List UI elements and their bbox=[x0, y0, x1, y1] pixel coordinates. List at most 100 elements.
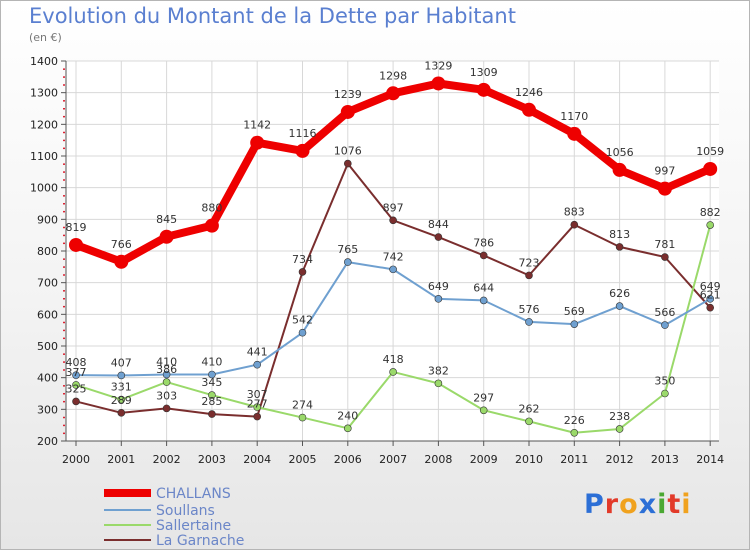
data-point bbox=[567, 126, 582, 141]
proxiti-logo: Proxiti bbox=[584, 489, 692, 520]
data-label: 621 bbox=[700, 289, 721, 302]
y-minor-tick bbox=[63, 298, 65, 300]
data-label: 350 bbox=[654, 375, 675, 388]
y-minor-tick bbox=[63, 369, 65, 371]
data-point bbox=[162, 404, 171, 413]
x-tick-label: 2006 bbox=[334, 453, 362, 466]
data-label: 345 bbox=[201, 376, 222, 389]
y-minor-tick bbox=[63, 353, 65, 355]
data-label: 410 bbox=[156, 356, 177, 369]
data-point bbox=[298, 328, 307, 337]
data-label: 297 bbox=[473, 391, 494, 404]
data-label: 274 bbox=[292, 399, 313, 412]
y-minor-tick bbox=[63, 242, 65, 245]
data-point bbox=[204, 218, 219, 233]
y-minor-tick bbox=[63, 266, 65, 268]
data-point bbox=[340, 104, 355, 119]
data-point bbox=[570, 220, 579, 229]
y-minor-tick bbox=[63, 432, 65, 435]
data-point bbox=[69, 237, 83, 252]
data-point bbox=[253, 412, 262, 421]
data-label: 786 bbox=[473, 236, 494, 249]
data-label: 576 bbox=[519, 303, 540, 316]
data-point bbox=[250, 135, 265, 150]
data-point bbox=[706, 295, 715, 303]
x-tick-label: 2005 bbox=[289, 453, 317, 466]
legend-label: CHALLANS bbox=[156, 486, 231, 502]
x-tick-label: 2002 bbox=[153, 453, 181, 466]
y-minor-tick bbox=[63, 171, 65, 173]
data-label: 382 bbox=[428, 364, 449, 377]
y-minor-tick bbox=[63, 305, 65, 308]
data-point bbox=[703, 161, 718, 176]
x-tick-label: 2011 bbox=[560, 453, 588, 466]
data-point bbox=[615, 243, 624, 251]
y-minor-tick bbox=[63, 84, 65, 86]
data-label: 226 bbox=[564, 414, 585, 427]
data-point bbox=[343, 258, 352, 266]
data-label: 1116 bbox=[289, 127, 317, 140]
y-minor-tick bbox=[63, 321, 65, 324]
logo-letter: t bbox=[667, 489, 682, 520]
logo-letter: i bbox=[681, 489, 692, 520]
data-label: 289 bbox=[111, 394, 132, 407]
y-tick-label: 1300 bbox=[30, 87, 58, 100]
chart-title: Evolution du Montant de la Dette par Hab… bbox=[29, 4, 516, 28]
x-tick-label: 2003 bbox=[198, 453, 226, 466]
data-label: 844 bbox=[428, 218, 449, 231]
data-point bbox=[612, 162, 627, 177]
data-label: 410 bbox=[201, 356, 222, 369]
data-point bbox=[253, 360, 262, 369]
y-tick-label: 600 bbox=[37, 308, 58, 321]
data-label: 1246 bbox=[515, 86, 543, 99]
data-label: 766 bbox=[111, 238, 132, 251]
y-minor-tick bbox=[63, 147, 65, 150]
y-minor-tick bbox=[63, 385, 65, 387]
data-point bbox=[570, 428, 579, 437]
x-tick-label: 2014 bbox=[696, 453, 724, 466]
y-tick-label: 900 bbox=[37, 213, 58, 226]
data-label: 1298 bbox=[379, 69, 407, 82]
x-tick-label: 2001 bbox=[107, 453, 135, 466]
data-point bbox=[162, 370, 171, 379]
data-point bbox=[117, 395, 126, 404]
x-tick-label: 2004 bbox=[243, 453, 271, 466]
y-minor-tick bbox=[63, 179, 65, 181]
y-minor-tick bbox=[63, 416, 65, 419]
legend-label: Sallertaine bbox=[156, 518, 231, 534]
data-point bbox=[389, 368, 397, 376]
data-label: 1059 bbox=[696, 145, 724, 158]
y-minor-tick bbox=[63, 108, 65, 110]
data-point bbox=[162, 378, 171, 386]
data-point bbox=[159, 229, 174, 244]
data-label: 882 bbox=[700, 206, 721, 219]
data-label: 386 bbox=[156, 363, 177, 376]
data-label: 781 bbox=[654, 238, 675, 251]
data-point bbox=[298, 413, 307, 422]
data-label: 1329 bbox=[424, 59, 452, 72]
data-point bbox=[570, 320, 579, 328]
data-label: 626 bbox=[609, 287, 630, 300]
data-point bbox=[343, 424, 352, 433]
y-tick-label: 400 bbox=[37, 372, 58, 385]
data-label: 408 bbox=[66, 356, 87, 369]
data-label: 813 bbox=[609, 228, 630, 241]
y-minor-tick bbox=[63, 226, 65, 229]
y-tick-label: 1200 bbox=[30, 118, 58, 131]
data-point bbox=[386, 86, 401, 101]
data-label: 307 bbox=[247, 388, 268, 401]
data-label: 441 bbox=[247, 346, 268, 359]
data-label: 238 bbox=[609, 410, 630, 423]
x-tick-label: 2007 bbox=[379, 453, 407, 466]
data-label: 742 bbox=[383, 250, 404, 263]
data-label: 377 bbox=[66, 366, 87, 379]
data-label: 542 bbox=[292, 314, 313, 327]
data-label: 240 bbox=[337, 409, 358, 422]
data-label: 569 bbox=[564, 305, 585, 318]
y-minor-tick bbox=[63, 393, 65, 395]
y-minor-tick bbox=[63, 163, 65, 165]
logo-letter: x bbox=[638, 489, 658, 520]
data-point bbox=[476, 82, 491, 97]
data-label: 1170 bbox=[560, 110, 588, 123]
